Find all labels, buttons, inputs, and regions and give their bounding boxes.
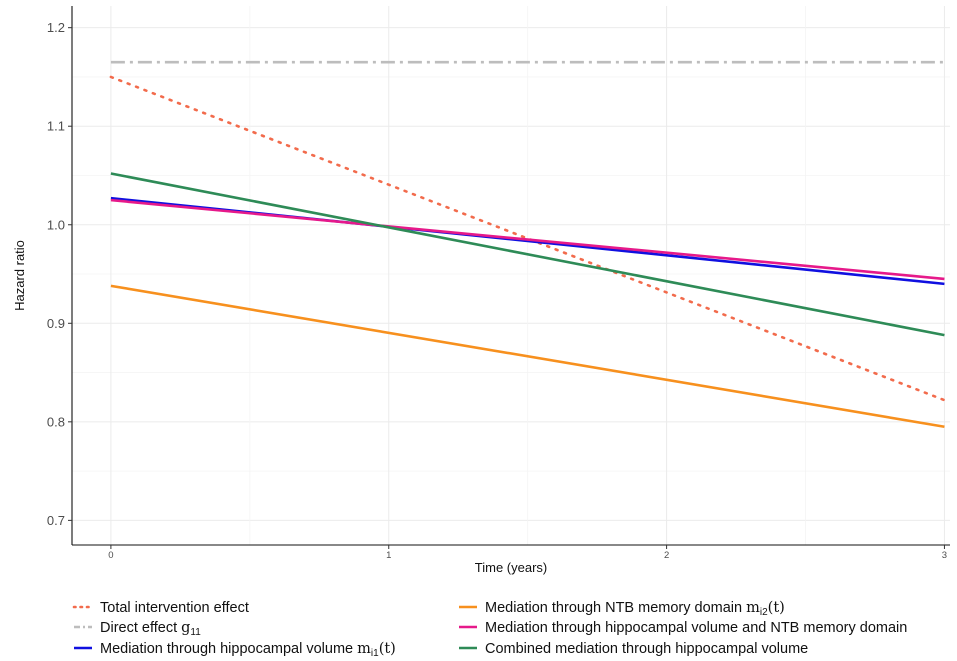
series-line-combined — [110, 172, 945, 337]
y-tick-label: 0.8 — [47, 414, 65, 429]
y-tick-label: 1.2 — [47, 20, 65, 35]
legend-label-hippo: Mediation through hippocampal volume mi1… — [100, 641, 396, 659]
grid-lines — [72, 6, 950, 545]
series-lines — [109, 60, 946, 429]
y-tick-label: 1.1 — [47, 119, 65, 134]
x-tick-label: 3 — [942, 550, 947, 561]
legend-label-direct: Direct effect g11 — [100, 620, 201, 638]
legend-label-combined: Combined mediation through hippocampal v… — [485, 641, 808, 657]
legend-label-both: Mediation through hippocampal volume and… — [485, 620, 907, 636]
y-axis-title: Hazard ratio — [12, 240, 27, 311]
series-line-ntb — [110, 284, 945, 429]
y-tick-label: 0.7 — [47, 513, 65, 528]
legend-label-total: Total intervention effect — [100, 600, 249, 616]
y-tick-label: 1.0 — [47, 217, 65, 232]
series-line-both — [110, 198, 945, 281]
x-tick-label: 1 — [386, 550, 391, 561]
x-axis-title: Time (years) — [475, 560, 547, 575]
x-tick-label: 2 — [664, 550, 669, 561]
tick-labels: 0.7 0.8 0.9 1.0 1.1 1.2 0 1 2 3 — [47, 20, 947, 561]
y-tick-label: 0.9 — [47, 316, 65, 331]
x-tick-label: 0 — [108, 550, 113, 561]
legend: Total intervention effect Direct effect g… — [72, 600, 907, 659]
legend-label-ntb: Mediation through NTB memory domain mi2(… — [485, 600, 785, 618]
axes — [68, 6, 950, 549]
